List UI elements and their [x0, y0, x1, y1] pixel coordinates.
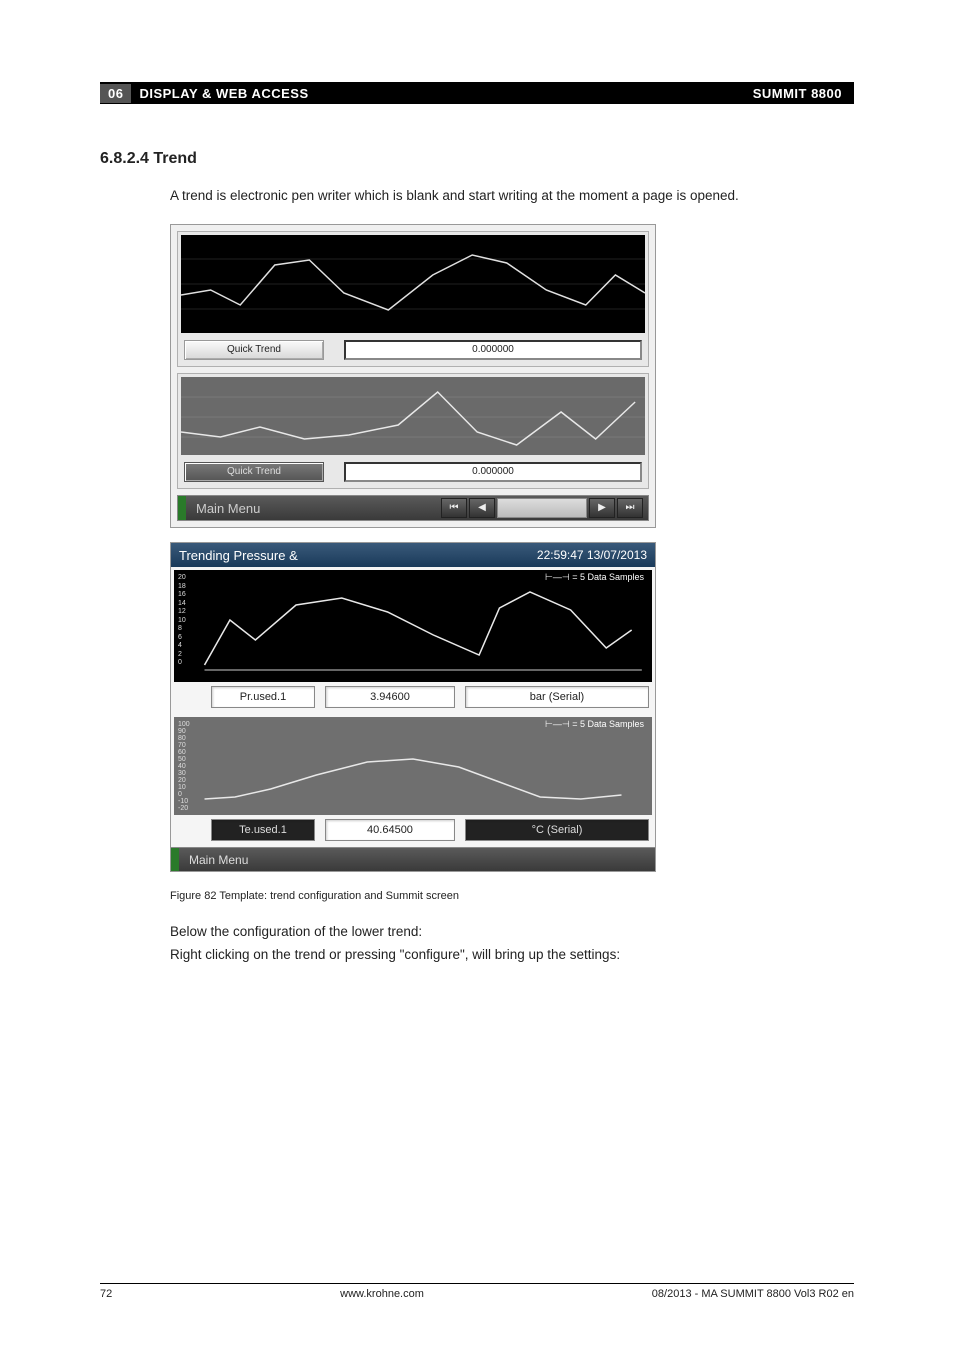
quick-trend-value-1: 0.000000	[344, 340, 642, 360]
menu-bar-2: Main Menu	[171, 847, 655, 871]
menu-bar-1: Main Menu ⏮ ◀ ▶ ⏭	[177, 495, 649, 521]
nav-last-button[interactable]: ⏭	[617, 498, 643, 518]
pressure-value: 3.94600	[325, 686, 455, 708]
quick-trend-panel-1: Quick Trend 0.000000	[177, 231, 649, 367]
page-header: 06 DISPLAY & WEB ACCESS SUMMIT 8800	[100, 82, 854, 104]
figure-caption: Figure 82 Template: trend configuration …	[170, 890, 854, 902]
below-text-1: Below the configuration of the lower tre…	[170, 922, 854, 942]
summit-screenshot: Trending Pressure & 22:59:47 13/07/2013 …	[170, 542, 656, 872]
quick-trend-value-2: 0.000000	[344, 462, 642, 482]
menu-accent-2	[171, 848, 179, 871]
trend-chart-1	[181, 235, 645, 333]
main-menu-button[interactable]: Main Menu	[186, 501, 270, 516]
pressure-unit: bar (Serial)	[465, 686, 649, 708]
footer-url: www.krohne.com	[112, 1288, 652, 1300]
screen-timestamp: 22:59:47 13/07/2013	[537, 548, 647, 562]
pressure-chart: ⊢—⊣ = 5 Data Samples 20181614121086420	[174, 570, 652, 682]
trend-chart-2	[181, 377, 645, 455]
content-area: 6.8.2.4 Trend A trend is electronic pen …	[100, 150, 854, 965]
nav-next-button[interactable]: ▶	[589, 498, 615, 518]
header-product: SUMMIT 8800	[753, 86, 854, 101]
nav-cluster: ⏮ ◀ ▶ ⏭	[440, 498, 648, 518]
menu-accent	[178, 496, 186, 520]
section-number: 06	[100, 84, 131, 103]
temp-unit: °C (Serial)	[465, 819, 649, 841]
page-number: 72	[100, 1288, 112, 1300]
page-footer: 72 www.krohne.com 08/2013 - MA SUMMIT 88…	[100, 1283, 854, 1300]
below-text-2: Right clicking on the trend or pressing …	[170, 945, 854, 965]
quick-trend-label-2: Quick Trend	[184, 462, 324, 482]
pressure-labels: Pr.used.1 3.94600 bar (Serial)	[171, 682, 655, 714]
header-title: DISPLAY & WEB ACCESS	[139, 86, 308, 101]
label-row-2: Quick Trend 0.000000	[178, 458, 648, 488]
temp-labels: Te.used.1 40.64500 °C (Serial)	[171, 815, 655, 847]
quick-trend-panel-2: Quick Trend 0.000000	[177, 373, 649, 489]
nav-slider[interactable]	[497, 498, 587, 518]
template-screenshot: Quick Trend 0.000000 Quick Trend 0.00000…	[170, 224, 656, 528]
nav-prev-button[interactable]: ◀	[469, 498, 495, 518]
section-heading: 6.8.2.4 Trend	[100, 150, 854, 168]
quick-trend-label-1: Quick Trend	[184, 340, 324, 360]
temperature-chart: ⊢—⊣ = 5 Data Samples 1009080706050403020…	[174, 717, 652, 815]
temp-name: Te.used.1	[211, 819, 315, 841]
footer-doc: 08/2013 - MA SUMMIT 8800 Vol3 R02 en	[652, 1288, 854, 1300]
pressure-name: Pr.used.1	[211, 686, 315, 708]
screen-title: Trending Pressure &	[179, 548, 298, 563]
intro-text: A trend is electronic pen writer which i…	[170, 186, 854, 206]
temp-value: 40.64500	[325, 819, 455, 841]
label-row-1: Quick Trend 0.000000	[178, 336, 648, 366]
title-bar: Trending Pressure & 22:59:47 13/07/2013	[171, 543, 655, 567]
main-menu-button-2[interactable]: Main Menu	[179, 853, 258, 867]
nav-first-button[interactable]: ⏮	[441, 498, 467, 518]
